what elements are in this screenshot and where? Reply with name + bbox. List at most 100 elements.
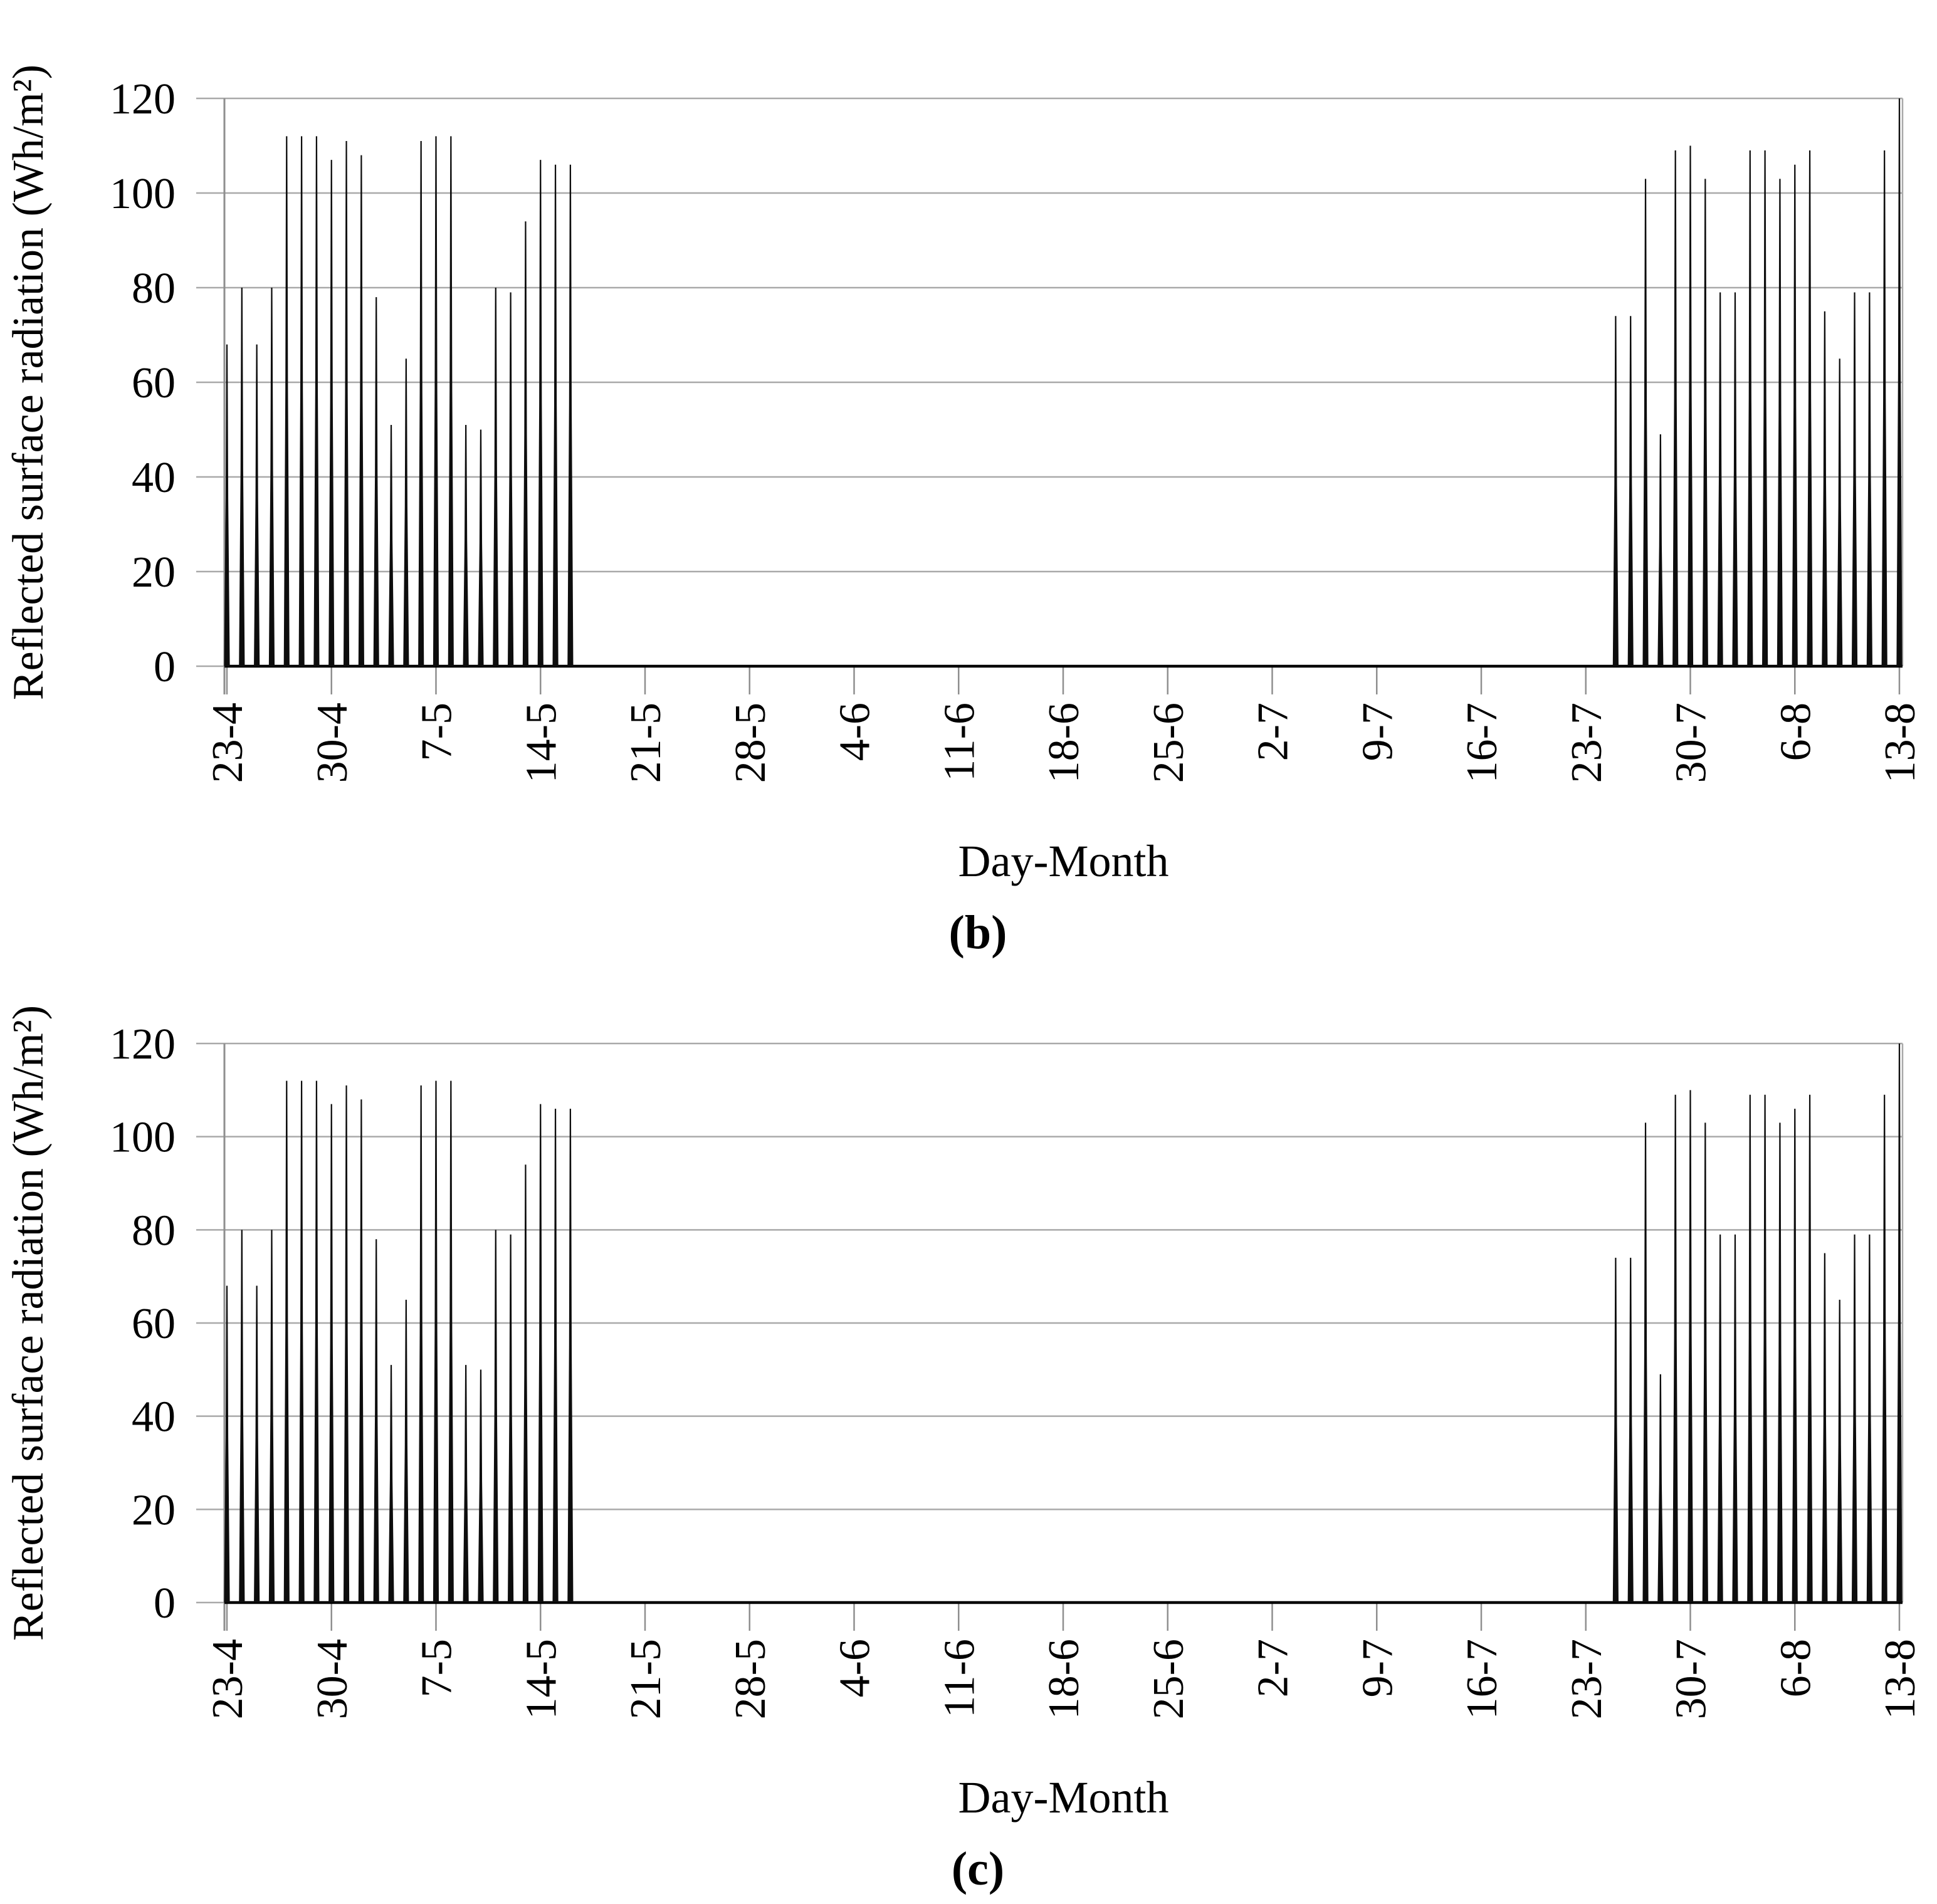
spike-2-8 — [1732, 292, 1738, 666]
spike-10-5 — [478, 429, 484, 666]
x-tick-label-2-7: 2-7 — [1249, 703, 1298, 761]
spike-9-8 — [1837, 358, 1843, 666]
spike-26-7 — [1627, 1257, 1634, 1603]
y-tick-label-80: 80 — [132, 264, 176, 313]
spike-5-5 — [403, 1299, 409, 1603]
caption-b: (b) — [949, 906, 1007, 959]
x-axis-title: Day-Month — [958, 1772, 1169, 1823]
x-tick-label-6-8: 6-8 — [1772, 703, 1820, 761]
spike-4-8 — [1762, 1094, 1768, 1603]
spike-24-4 — [239, 288, 245, 666]
spike-26-7 — [1627, 316, 1634, 666]
y-tick-label-60: 60 — [132, 1300, 176, 1348]
spike-27-7 — [1642, 179, 1649, 667]
spike-16-5 — [567, 164, 574, 666]
x-tick-label-23-7: 23-7 — [1563, 703, 1611, 783]
spike-30-7 — [1687, 1090, 1694, 1603]
spike-3-5 — [373, 297, 379, 667]
y-tick-label-120: 120 — [110, 75, 176, 123]
x-tick-label-30-7: 30-7 — [1667, 703, 1716, 783]
spike-3-8 — [1747, 150, 1753, 667]
spike-12-5 — [508, 292, 514, 666]
x-tick-label-11-6: 11-6 — [935, 1639, 984, 1718]
x-tick-label-6-8: 6-8 — [1772, 1639, 1820, 1697]
spike-26-4 — [268, 288, 275, 666]
spike-27-4 — [283, 1080, 290, 1603]
spike-11-5 — [493, 1230, 499, 1603]
x-tick-label-23-7: 23-7 — [1563, 1639, 1611, 1719]
spike-11-5 — [493, 288, 499, 666]
x-tick-label-23-4: 23-4 — [204, 703, 252, 783]
spike-12-8 — [1881, 150, 1887, 667]
y-tick-label-20: 20 — [132, 548, 176, 597]
spike-13-5 — [522, 221, 529, 666]
spike-7-5 — [433, 1080, 439, 1603]
x-tick-label-28-5: 28-5 — [727, 1639, 775, 1719]
spike-30-4 — [328, 160, 335, 666]
chart-c: 0 20 40 60 80 100 120 23-4 30-4 7-5 14-5 21-5 28-5 4-… — [4, 1005, 1924, 1895]
y-axis-title: Reflected surface radiation (Wh/m²) — [4, 1005, 53, 1641]
x-tick-label-9-7: 9-7 — [1353, 703, 1402, 761]
y-tick-label-60: 60 — [132, 359, 176, 407]
spike-2-8 — [1732, 1234, 1738, 1603]
spike-1-8 — [1717, 1234, 1723, 1603]
spike-29-4 — [313, 136, 320, 666]
spike-8-8 — [1822, 311, 1828, 666]
spike-8-5 — [448, 136, 454, 666]
y-tick-label-120: 120 — [110, 1020, 176, 1069]
spike-5-8 — [1777, 179, 1783, 667]
spike-7-5 — [433, 136, 439, 666]
spike-29-4 — [313, 1080, 320, 1603]
spike-6-8 — [1792, 164, 1798, 666]
spike-8-8 — [1822, 1253, 1828, 1603]
x-tick-label-13-8: 13-8 — [1876, 703, 1924, 783]
spike-2-5 — [358, 1099, 364, 1603]
series-c — [224, 1044, 1903, 1604]
spike-7-8 — [1807, 1094, 1813, 1603]
spike-25-4 — [254, 344, 260, 666]
spike-4-5 — [388, 424, 394, 666]
spike-25-4 — [254, 1285, 260, 1603]
spike-1-8 — [1717, 292, 1723, 666]
spike-6-5 — [418, 140, 424, 666]
spike-28-4 — [298, 136, 305, 666]
x-tick-label-2-7: 2-7 — [1249, 1639, 1298, 1697]
spike-31-7 — [1702, 179, 1708, 667]
spike-1-5 — [343, 1085, 350, 1603]
spike-10-8 — [1851, 1234, 1858, 1603]
x-tick-label-13-8: 13-8 — [1876, 1639, 1924, 1719]
spike-2-5 — [358, 155, 364, 667]
series-b — [224, 98, 1903, 668]
spike-24-4 — [239, 1230, 245, 1603]
spike-13-5 — [522, 1164, 529, 1603]
spike-23-4 — [224, 1285, 230, 1603]
spike-15-5 — [552, 164, 559, 666]
spike-29-7 — [1672, 1094, 1679, 1603]
spike-6-5 — [418, 1085, 424, 1603]
spike-30-7 — [1687, 145, 1694, 666]
x-tick-label-30-4: 30-4 — [308, 1639, 357, 1719]
caption-c: (c) — [952, 1843, 1004, 1895]
x-tick-label-30-7: 30-7 — [1667, 1639, 1716, 1719]
x-tick-label-7-5: 7-5 — [413, 1639, 461, 1697]
spike-11-8 — [1866, 292, 1872, 666]
y-tick-label-40: 40 — [132, 1393, 176, 1441]
x-tick-label-11-6: 11-6 — [935, 703, 984, 782]
x-tick-label-9-7: 9-7 — [1353, 1639, 1402, 1697]
x-tick-label-14-5: 14-5 — [517, 1639, 565, 1719]
x-tick-label-14-5: 14-5 — [517, 703, 565, 783]
spike-28-7 — [1657, 1374, 1664, 1603]
x-axis-title: Day-Month — [958, 836, 1169, 886]
spike-10-8 — [1851, 292, 1858, 666]
spike-26-4 — [268, 1230, 275, 1603]
spike-10-5 — [478, 1369, 484, 1603]
spike-1-5 — [343, 140, 350, 666]
spike-27-4 — [283, 136, 290, 666]
spike-30-4 — [328, 1104, 335, 1603]
spike-16-5 — [567, 1109, 574, 1603]
spike-13-8 — [1896, 98, 1903, 666]
spike-8-5 — [448, 1080, 454, 1603]
y-tick-label-0: 0 — [154, 643, 176, 691]
y-tick-label-100: 100 — [110, 1114, 176, 1162]
